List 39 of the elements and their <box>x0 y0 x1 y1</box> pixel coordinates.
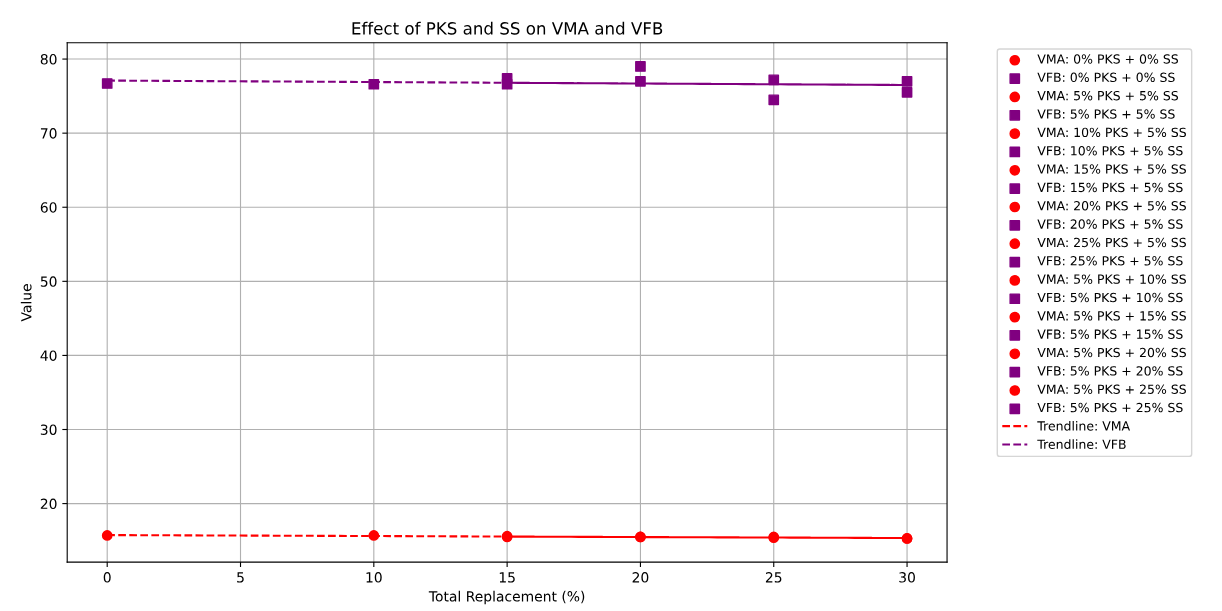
y-tick-label: 50 <box>40 276 57 287</box>
legend-label: VFB: 0% PKS + 0% SS <box>1037 72 1175 83</box>
legend-label: VFB: 25% PKS + 5% SS <box>1037 256 1183 266</box>
legend-label: VMA: 5% PKS + 15% SS <box>1037 311 1186 321</box>
x-tick-label: 5 <box>237 572 244 583</box>
y-tick-label: 20 <box>40 498 57 510</box>
x-tick-label: 30 <box>899 572 915 583</box>
y-tick-label: 40 <box>40 350 57 361</box>
x-tick-label: 25 <box>765 572 782 583</box>
legend-label: VFB: 5% PKS + 10% SS <box>1037 292 1183 303</box>
legend-label: VMA: 5% PKS + 25% SS <box>1037 384 1186 394</box>
legend-label: VFB: 5% PKS + 15% SS <box>1037 329 1183 339</box>
legend-label: VFB: 15% PKS + 5% SS <box>1037 182 1183 193</box>
x-tick-label: 10 <box>366 572 382 583</box>
legend-label: Trendline: VMA <box>1037 420 1131 431</box>
x-tick-label: 15 <box>499 572 515 583</box>
x-tick-label: 0 <box>103 572 111 583</box>
legend-label: VFB: 5% PKS + 5% SS <box>1037 109 1175 119</box>
legend-label: VFB: 10% PKS + 5% SS <box>1037 145 1183 156</box>
legend-label: VMA: 20% PKS + 5% SS <box>1037 201 1186 211</box>
legend-label: VFB: 5% PKS + 20% SS <box>1037 366 1183 376</box>
x-tick-label: 20 <box>632 572 649 583</box>
legend-label: VMA: 15% PKS + 5% SS <box>1037 164 1186 174</box>
legend-label: VMA: 25% PKS + 5% SS <box>1037 237 1186 248</box>
legend-label: VMA: 5% PKS + 10% SS <box>1037 274 1186 284</box>
legend-label: VMA: 0% PKS + 0% SS <box>1037 54 1179 64</box>
legend-label: VMA: 5% PKS + 20% SS <box>1037 347 1186 358</box>
legend-label: VFB: 5% PKS + 25% SS <box>1037 402 1183 413</box>
x-axis-title: Total Replacement (%) <box>428 590 585 605</box>
y-axis-title: Value <box>20 284 32 322</box>
legend-label: VMA: 10% PKS + 5% SS <box>1037 127 1186 138</box>
y-tick-label: 70 <box>40 128 57 139</box>
chart-title: Effect of PKS and SS on VMA and VFB <box>352 21 663 35</box>
y-tick-label: 60 <box>40 202 57 213</box>
legend-label: VFB: 20% PKS + 5% SS <box>1037 219 1183 229</box>
y-tick-label: 30 <box>40 424 57 435</box>
legend-label: Trendline: VFB <box>1037 439 1126 449</box>
legend-label: VMA: 5% PKS + 5% SS <box>1037 90 1179 101</box>
y-tick-label: 80 <box>40 54 57 65</box>
